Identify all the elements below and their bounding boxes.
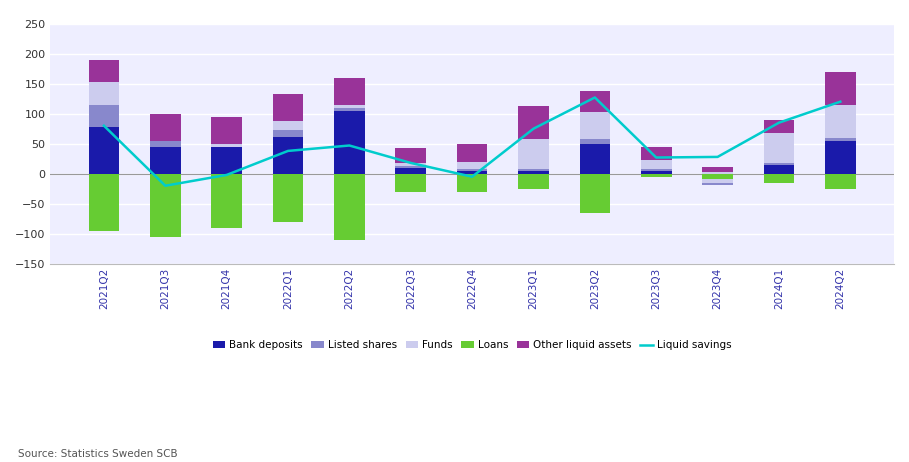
Bar [825,72,855,105]
Bar [88,82,119,105]
Bar [764,163,794,165]
Bar [764,174,794,183]
Bar [457,169,487,171]
Bar [211,144,242,147]
Bar [457,174,487,192]
Bar [641,171,672,174]
Bar [273,136,304,174]
Bar [764,165,794,174]
Bar [825,141,855,174]
Bar [764,133,794,163]
Bar [703,174,733,184]
Bar [641,174,672,177]
Bar [641,169,672,171]
Bar [395,166,426,168]
Bar [703,172,733,183]
Bar [825,138,855,141]
Bar [580,139,610,144]
Bar [395,148,426,163]
Bar [457,171,487,174]
Bar [211,174,242,228]
Bar [273,94,304,122]
Bar [334,108,365,111]
Bar [395,168,426,174]
Bar [580,174,610,213]
Bar [641,160,672,169]
Bar [703,183,733,184]
Bar [150,141,181,147]
Bar [88,127,119,174]
Bar [457,144,487,162]
Bar [703,167,733,172]
Bar [273,130,304,136]
Bar [334,78,365,105]
Bar [150,114,181,141]
Bar [334,105,365,108]
Bar [580,144,610,174]
Bar [334,111,365,174]
Bar [518,174,549,189]
Bar [88,105,119,127]
Bar [518,139,549,169]
Bar [395,174,426,192]
Bar [518,171,549,174]
Bar [88,174,119,231]
Bar [518,106,549,139]
Bar [518,169,549,171]
Bar [825,105,855,138]
Bar [395,163,426,166]
Bar [457,162,487,169]
Bar [764,120,794,133]
Bar [580,112,610,139]
Bar [334,174,365,240]
Bar [88,60,119,82]
Bar [580,91,610,112]
Legend: Bank deposits, Listed shares, Funds, Loans, Other liquid assets, Liquid savings: Bank deposits, Listed shares, Funds, Loa… [209,336,735,354]
Bar [273,122,304,130]
Bar [273,174,304,222]
Bar [825,174,855,189]
Bar [211,117,242,144]
Bar [641,147,672,160]
Bar [150,174,181,237]
Bar [150,147,181,174]
Bar [703,174,733,178]
Text: Source: Statistics Sweden SCB: Source: Statistics Sweden SCB [18,450,178,459]
Bar [211,147,242,174]
